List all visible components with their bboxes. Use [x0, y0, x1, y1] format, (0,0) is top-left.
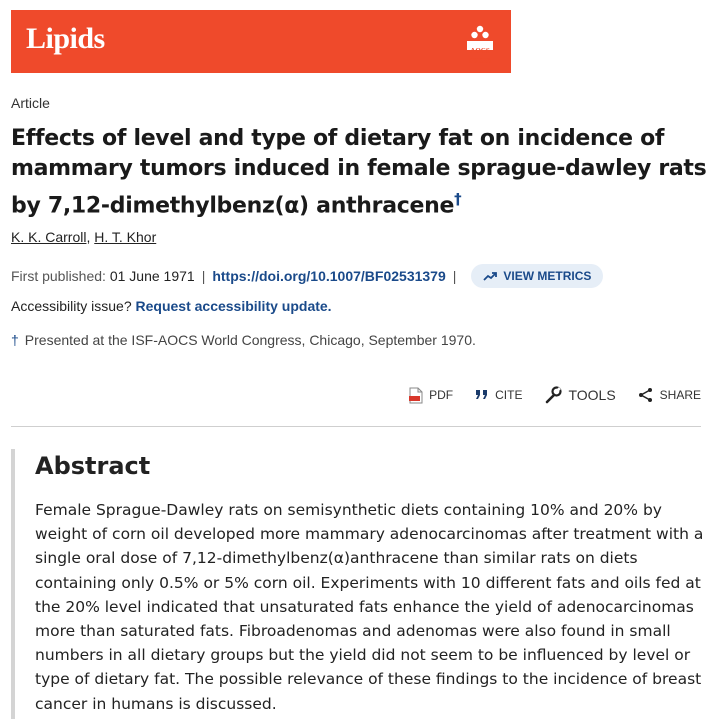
first-published-date: 01 June 1971 — [109, 268, 195, 284]
article-type: Article — [11, 95, 50, 111]
article-title-text: Effects of level and type of dietary fat… — [11, 126, 707, 219]
article-toolbar: PDF CITE TOOLS SHARE — [409, 386, 701, 404]
article-title: Effects of level and type of dietary fat… — [11, 124, 711, 221]
wrench-icon — [546, 386, 563, 404]
accessibility-label: Accessibility issue? — [11, 298, 132, 314]
journal-banner[interactable]: Lipids AOCS PRESS — [11, 10, 511, 73]
aocs-press-logo: AOCS PRESS — [463, 24, 497, 66]
aocs-press-text: AOCS PRESS — [469, 47, 491, 65]
journal-logo[interactable]: Lipids — [26, 22, 105, 55]
abstract-heading: Abstract — [35, 452, 151, 480]
share-icon — [638, 388, 652, 402]
title-footnote: † Presented at the ISF-AOCS World Congres… — [11, 332, 476, 348]
author-link-carroll[interactable]: K. K. Carroll — [11, 229, 87, 245]
aocs-logo-icon — [467, 25, 493, 50]
abstract-section: Abstract Female Sprague-Dawley rats on s… — [11, 449, 711, 719]
cite-button[interactable]: CITE — [475, 388, 522, 402]
pdf-button[interactable]: PDF — [409, 387, 453, 404]
tools-label: TOOLS — [568, 387, 616, 403]
footnote-text: Presented at the ISF-AOCS World Congress… — [24, 332, 476, 348]
pdf-icon — [409, 387, 423, 403]
accessibility-info: Accessibility issue? Request accessibili… — [11, 298, 332, 314]
request-accessibility-link[interactable]: Request accessibility update. — [135, 298, 332, 314]
doi-link[interactable]: https://doi.org/10.1007/BF02531379 — [212, 268, 446, 284]
separator: | — [452, 268, 457, 284]
pdf-label: PDF — [429, 388, 454, 402]
separator: | — [201, 268, 206, 284]
publication-info: First published: 01 June 1971 | https://… — [11, 264, 604, 288]
trending-up-icon — [483, 272, 498, 281]
abstract-text: Female Sprague-Dawley rats on semisynthe… — [35, 501, 704, 713]
author-link-khor[interactable]: H. T. Khor — [94, 229, 157, 245]
footnote-marker: † — [11, 332, 19, 348]
first-published-label: First published: — [11, 268, 106, 284]
quote-icon — [476, 390, 488, 399]
tools-button[interactable]: TOOLS — [544, 386, 616, 404]
view-metrics-label: VIEW METRICS — [503, 269, 592, 283]
title-footnote-marker[interactable]: † — [454, 190, 462, 208]
view-metrics-button[interactable]: VIEW METRICS — [471, 264, 604, 288]
author-separator: , — [86, 229, 91, 245]
share-button[interactable]: SHARE — [638, 387, 701, 403]
section-divider — [11, 426, 701, 427]
cite-label: CITE — [495, 388, 523, 402]
author-list: K. K. Carroll, H. T. Khor — [11, 229, 156, 245]
share-label: SHARE — [659, 388, 701, 402]
